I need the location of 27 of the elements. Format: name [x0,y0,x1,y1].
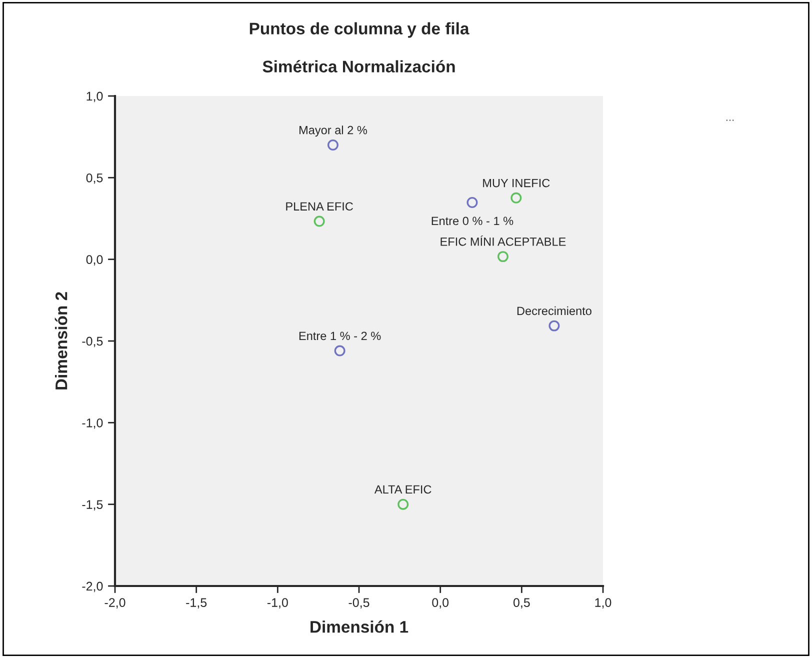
annotation: Decrecimiento [517,306,592,316]
y-axis-title: Dimensión 2 [54,292,68,390]
x-tick-label: -0,5 [348,598,370,608]
annotation: MUY INEFIC [483,178,550,188]
x-tick-label: 1,0 [595,598,612,608]
y-tick-label: 0,5 [86,173,103,184]
x-tick-label: -1,5 [186,598,207,608]
annotation: Entre 1 % - 2 % [299,332,381,340]
annotation: Mayor al 2 % [300,126,367,137]
chart-title: Puntos de columna y de fila [250,22,470,38]
text: ... [726,120,734,121]
chart-subtitle: Simétrica Normalización [262,60,455,72]
x-tick-label: 0,5 [513,598,530,608]
x-tick-label: -2,0 [104,598,126,608]
x-tick-label: -1,0 [267,598,288,608]
y-tick-label: -0,5 [82,336,103,348]
y-tick-label: 0,0 [86,255,103,266]
x-tick-label: 0,0 [432,598,449,608]
annotation: PLENA EFIC [286,202,353,211]
y-tick-label: -2,0 [82,582,103,592]
x-axis-title: Dimensión 1 [310,620,408,633]
annotation: Entre 0 % - 1 % [432,216,514,226]
annotation: EFIC MÍNI ACEPTABLE [440,235,566,246]
annotation: ALTA EFIC [374,485,432,494]
y-tick-label: -1,0 [82,418,103,429]
y-tick-label: 1,0 [86,92,103,102]
y-tick-label: -1,5 [82,500,103,510]
